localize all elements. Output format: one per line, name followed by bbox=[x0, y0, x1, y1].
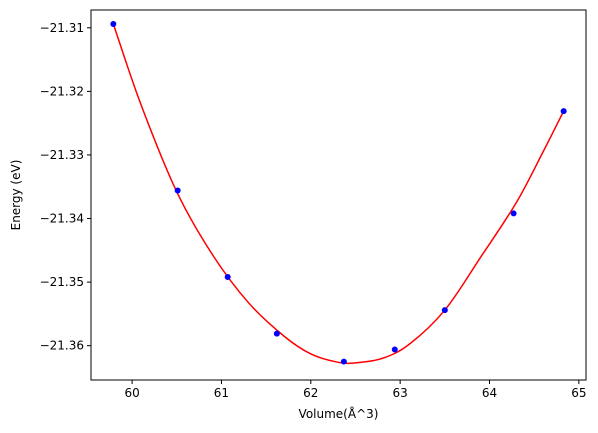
x-axis-label: Volume(Å^3) bbox=[299, 406, 379, 421]
data-point bbox=[391, 346, 398, 353]
data-point bbox=[441, 307, 448, 314]
x-tick-label: 63 bbox=[393, 386, 408, 400]
data-point bbox=[110, 20, 117, 27]
y-tick-label: −21.34 bbox=[40, 212, 84, 226]
data-point bbox=[560, 108, 567, 115]
data-point bbox=[273, 330, 280, 337]
y-tick-label: −21.36 bbox=[40, 339, 84, 353]
x-tick-label: 65 bbox=[571, 386, 586, 400]
y-tick-label: −21.31 bbox=[40, 21, 84, 35]
y-axis-ticks: −21.31 −21.32 −21.33 −21.34 −21.35 −21.36 bbox=[40, 21, 91, 353]
x-axis-ticks: 60 61 62 63 64 65 bbox=[124, 380, 586, 400]
x-tick-label: 60 bbox=[124, 386, 139, 400]
axes-frame bbox=[90, 9, 587, 381]
data-point bbox=[340, 358, 347, 365]
x-tick-label: 61 bbox=[214, 386, 229, 400]
plot-area bbox=[110, 20, 567, 365]
x-tick-label: 62 bbox=[303, 386, 318, 400]
y-axis-label: Energy (eV) bbox=[9, 160, 23, 231]
y-tick-label: −21.35 bbox=[40, 275, 84, 289]
data-point bbox=[224, 274, 231, 281]
y-tick-label: −21.33 bbox=[40, 148, 84, 162]
data-point bbox=[510, 210, 517, 217]
x-tick-label: 64 bbox=[482, 386, 497, 400]
y-tick-label: −21.32 bbox=[40, 84, 84, 98]
data-point bbox=[174, 187, 181, 194]
